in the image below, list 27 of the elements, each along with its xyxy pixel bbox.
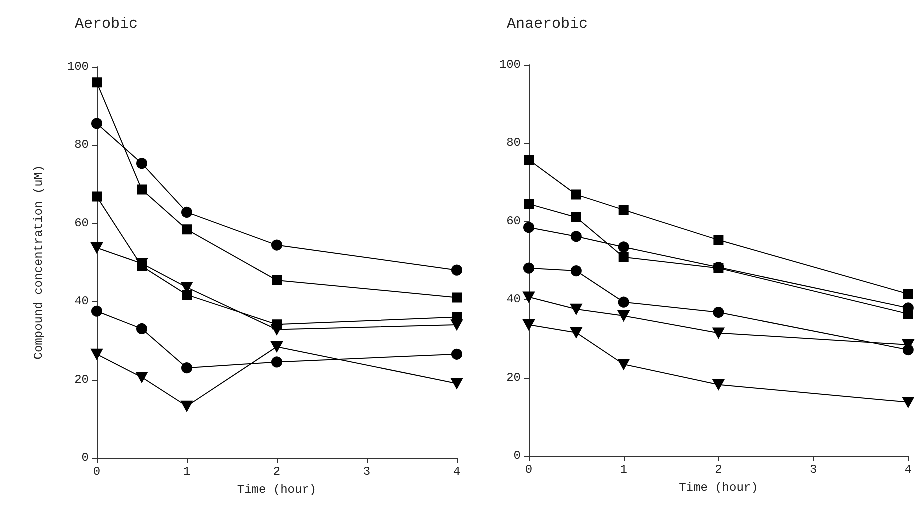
x-tick-label: 3	[363, 465, 371, 479]
y-tick-label: 60	[74, 216, 89, 230]
y-tick-label: 40	[506, 292, 521, 307]
x-tick-label: 3	[810, 463, 818, 477]
y-axis-title: Compound concentration (uM)	[32, 165, 46, 360]
x-axis-title: Time (hour)	[237, 483, 317, 497]
x-tick-label: 0	[525, 463, 533, 477]
x-tick-label: 4	[904, 463, 912, 477]
x-tick-label: 1	[620, 463, 628, 477]
x-tick-label: 2	[273, 465, 281, 479]
x-tick-label: 0	[93, 465, 101, 479]
chart-title: Anaerobic	[507, 16, 588, 33]
chart-title: Aerobic	[75, 16, 138, 33]
x-tick-label: 1	[183, 465, 191, 479]
y-tick-label: 20	[506, 370, 521, 385]
y-tick-label: 0	[82, 451, 89, 465]
y-tick-label: 60	[506, 214, 521, 228]
x-tick-label: 4	[453, 465, 461, 479]
y-tick-label: 40	[74, 294, 89, 309]
y-tick-label: 80	[506, 136, 521, 150]
y-tick-label: 20	[74, 372, 89, 387]
x-axis-title: Time (hour)	[679, 481, 758, 495]
y-tick-label: 80	[74, 138, 89, 152]
y-tick-label: 100	[67, 60, 89, 74]
x-tick-label: 2	[715, 463, 722, 477]
y-tick-label: 0	[514, 449, 521, 463]
y-tick-label: 100	[499, 58, 521, 72]
